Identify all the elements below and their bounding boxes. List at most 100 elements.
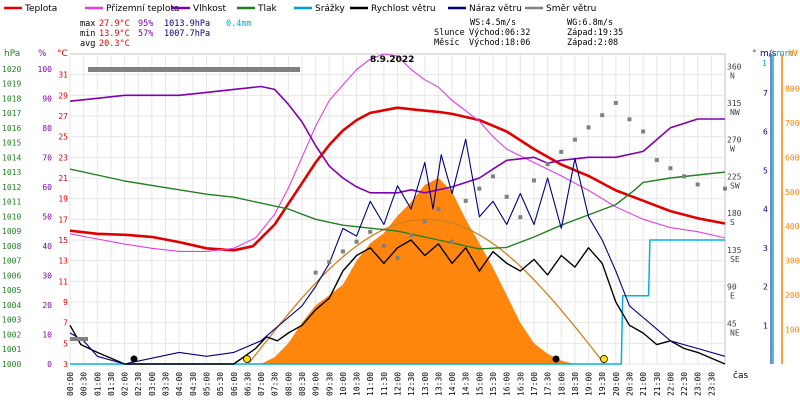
wind-direction-point xyxy=(395,255,400,260)
x-tick: 20:00 xyxy=(612,372,621,396)
ms-axis-label: m/s xyxy=(760,49,777,59)
hpa-tick: 1006 xyxy=(2,271,21,280)
x-tick: 08:00 xyxy=(284,372,293,396)
wind-direction-point xyxy=(409,233,414,238)
x-tick: 05:00 xyxy=(202,372,211,396)
wind-direction-point xyxy=(559,149,564,154)
direction-tick-name: NE xyxy=(730,328,740,337)
stats-value: 95% xyxy=(138,19,153,29)
stats-value: avg xyxy=(80,39,95,49)
celsius-tick: 15 xyxy=(58,236,68,245)
wind-direction-point xyxy=(613,100,618,105)
legend-label: Směr větru xyxy=(546,4,596,14)
direction-tick-name: E xyxy=(730,292,735,301)
x-tick: 22:00 xyxy=(666,372,675,396)
hpa-tick: 1017 xyxy=(2,109,21,118)
wind-direction-point xyxy=(600,113,605,118)
x-tick: 13:00 xyxy=(421,372,430,396)
celsius-tick: 23 xyxy=(58,153,68,162)
stats-value: 13.9°C xyxy=(99,29,130,39)
x-tick: 03:00 xyxy=(148,372,157,396)
hpa-tick: 1013 xyxy=(2,168,21,177)
wind-direction-point xyxy=(436,207,441,211)
direction-tick-name: W xyxy=(730,145,735,154)
celsius-tick: 21 xyxy=(58,174,68,183)
direction-tick-name: N xyxy=(730,71,735,80)
x-tick: 07:30 xyxy=(271,372,280,396)
w-tick: 500 xyxy=(785,188,800,197)
ms-tick: 6 xyxy=(763,128,768,137)
x-tick: 00:30 xyxy=(80,372,89,396)
x-tick: 12:00 xyxy=(394,372,403,396)
x-tick: 11:30 xyxy=(380,372,389,396)
x-tick: 01:30 xyxy=(107,372,116,396)
x-tick: 18:30 xyxy=(571,372,580,396)
sunset-time: Západ:19:35 xyxy=(567,28,623,38)
wind-direction-point xyxy=(518,215,523,220)
wind-direction-point xyxy=(327,260,332,265)
legend-label: Přízemní teplota xyxy=(106,4,179,14)
x-tick: 14:00 xyxy=(448,372,457,396)
ms-tick: 1 xyxy=(763,321,768,330)
hpa-tick: 1003 xyxy=(2,316,21,325)
direction-tick-name: SW xyxy=(730,181,740,190)
wind-direction-point xyxy=(627,117,632,122)
wind-direction-point xyxy=(586,125,591,130)
wind-direction-point xyxy=(354,239,359,244)
x-tick: 17:00 xyxy=(530,372,539,396)
direction-tick-deg: 45 xyxy=(727,319,737,328)
x-tick: 12:30 xyxy=(407,372,416,396)
series-rain xyxy=(70,239,725,365)
percent-tick: 0 xyxy=(47,360,52,369)
x-tick: 19:30 xyxy=(598,372,607,396)
x-tick: 20:30 xyxy=(625,372,634,396)
chart-title: 8.9.2022 xyxy=(370,55,414,65)
moonset-time: Západ:2:08 xyxy=(567,38,618,48)
x-tick: 15:30 xyxy=(489,372,498,396)
stats-value: 20.3°C xyxy=(99,39,130,49)
celsius-tick: 9 xyxy=(63,298,68,307)
sunrise-marker xyxy=(243,355,251,363)
hpa-tick: 1012 xyxy=(2,183,21,192)
moonrise-marker xyxy=(552,355,560,363)
wind-direction-point xyxy=(450,239,455,244)
x-tick: 05:30 xyxy=(216,372,225,396)
hpa-tick: 1009 xyxy=(2,227,21,236)
legend-label: Vlhkost xyxy=(193,4,226,14)
wind-direction-point xyxy=(654,158,659,163)
w-tick: 200 xyxy=(785,291,800,300)
x-tick: 01:00 xyxy=(93,372,102,396)
hpa-tick: 1010 xyxy=(2,212,21,221)
legend-label: Náraz větru xyxy=(469,4,522,14)
percent-tick: 20 xyxy=(42,301,52,310)
ms-tick: 7 xyxy=(763,89,768,98)
direction-tick-deg: 360 xyxy=(727,62,742,71)
celsius-tick: 29 xyxy=(58,91,68,100)
celsius-tick: 27 xyxy=(58,112,68,121)
wind-direction-point xyxy=(641,129,646,134)
x-tick: 00:00 xyxy=(66,372,75,396)
x-tick: 22:30 xyxy=(680,372,689,396)
hpa-tick: 1015 xyxy=(2,139,21,148)
x-tick: 02:30 xyxy=(134,372,143,396)
series-gust xyxy=(69,138,726,365)
wind-direction-point xyxy=(504,194,509,199)
sunrise-time: Východ:06:32 xyxy=(469,28,530,38)
x-tick: 17:30 xyxy=(544,372,553,396)
wind-speed-info: WS:4.5m/s xyxy=(470,18,516,28)
wind-direction-point xyxy=(422,219,427,224)
x-tick: 13:30 xyxy=(434,372,443,396)
percent-tick: 60 xyxy=(42,183,52,192)
percent-tick: 80 xyxy=(42,124,52,133)
stats-value: 1007.7hPa xyxy=(164,29,210,39)
wind-direction-point xyxy=(340,249,345,254)
x-tick: 21:00 xyxy=(639,372,648,396)
x-tick: 23:30 xyxy=(707,372,716,396)
hpa-tick: 1020 xyxy=(2,65,21,74)
percent-tick: 100 xyxy=(38,65,53,74)
stats-value: 0.4mm xyxy=(226,19,252,29)
hpa-tick: 1004 xyxy=(2,301,21,310)
direction-tick-deg: 270 xyxy=(727,136,742,145)
sun-label: Slunce xyxy=(434,28,465,38)
